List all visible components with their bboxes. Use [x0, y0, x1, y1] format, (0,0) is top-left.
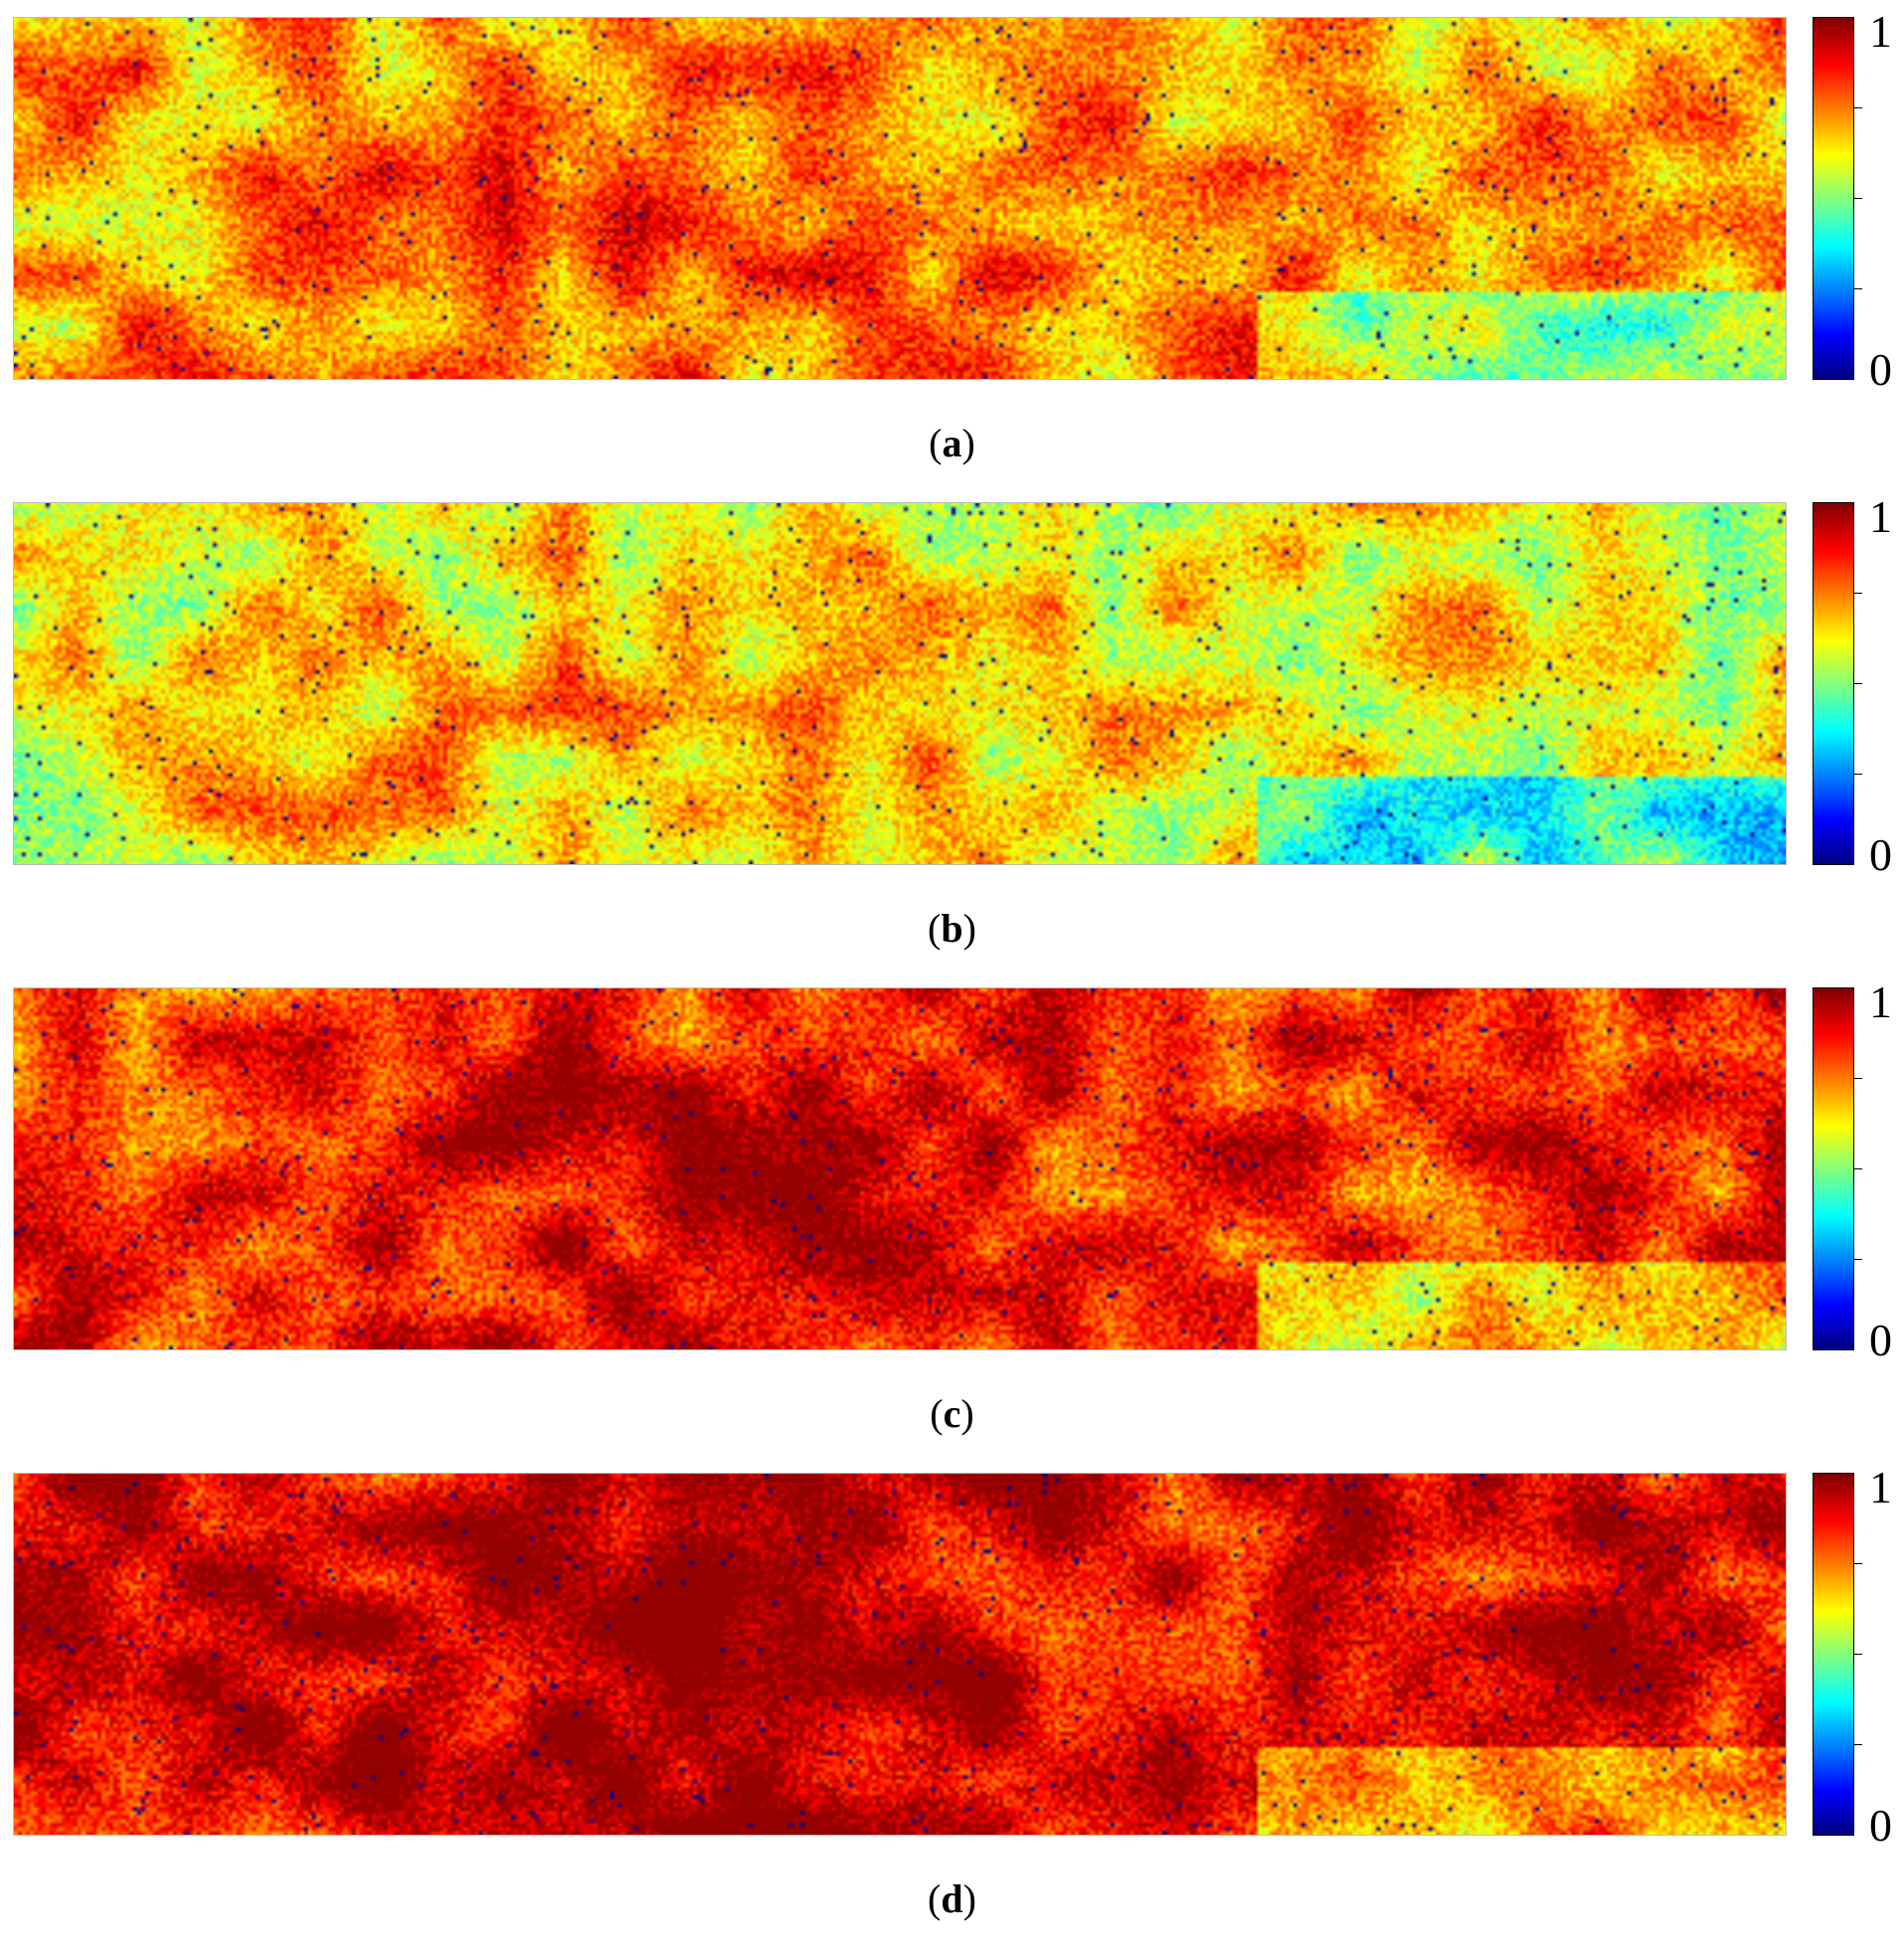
- caption-b: (b): [928, 906, 976, 951]
- colorbar-tick: [1854, 288, 1862, 289]
- panel-b: 1 0 (b): [0, 494, 1904, 984]
- colorbar-tick: [1854, 1654, 1862, 1655]
- colorbar-min-label: 0: [1869, 1315, 1892, 1365]
- colorbar-tick: [1854, 1078, 1862, 1079]
- heatmap-image-b: [13, 502, 1787, 865]
- colorbar-tick: [1854, 1259, 1862, 1260]
- caption-c: (c): [930, 1391, 974, 1436]
- colorbar-tick: [1854, 1168, 1862, 1169]
- colorbar-c: [1813, 987, 1854, 1350]
- colorbar-tick: [1854, 683, 1862, 684]
- colorbar-b: [1813, 502, 1854, 865]
- colorbar-min-label: 0: [1869, 1800, 1892, 1851]
- colorbar-tick: [1854, 774, 1862, 775]
- colorbar-tick: [1854, 1563, 1862, 1564]
- colorbar-max-label: 1: [1869, 1462, 1892, 1512]
- heatmap-image-c: [13, 987, 1787, 1350]
- caption-a: (a): [929, 421, 975, 465]
- heatmap-image-a: [13, 17, 1787, 380]
- panel-d: 1 0 (d): [0, 1465, 1904, 1955]
- colorbar-max-label: 1: [1869, 491, 1892, 542]
- colorbar-max-label: 1: [1869, 6, 1892, 57]
- colorbar-a: [1813, 17, 1854, 380]
- colorbar-tick: [1854, 107, 1862, 108]
- caption-d: (d): [928, 1876, 976, 1921]
- heatmap-image-d: [13, 1473, 1787, 1836]
- colorbar-min-label: 0: [1869, 829, 1892, 880]
- colorbar-tick: [1854, 1744, 1862, 1745]
- panel-c: 1 0 (c): [0, 979, 1904, 1470]
- colorbar-tick: [1854, 593, 1862, 594]
- colorbar-min-label: 0: [1869, 344, 1892, 395]
- colorbar-max-label: 1: [1869, 977, 1892, 1027]
- panel-a: 1 0 (a): [0, 9, 1904, 499]
- colorbar-d: [1813, 1473, 1854, 1836]
- colorbar-tick: [1854, 198, 1862, 199]
